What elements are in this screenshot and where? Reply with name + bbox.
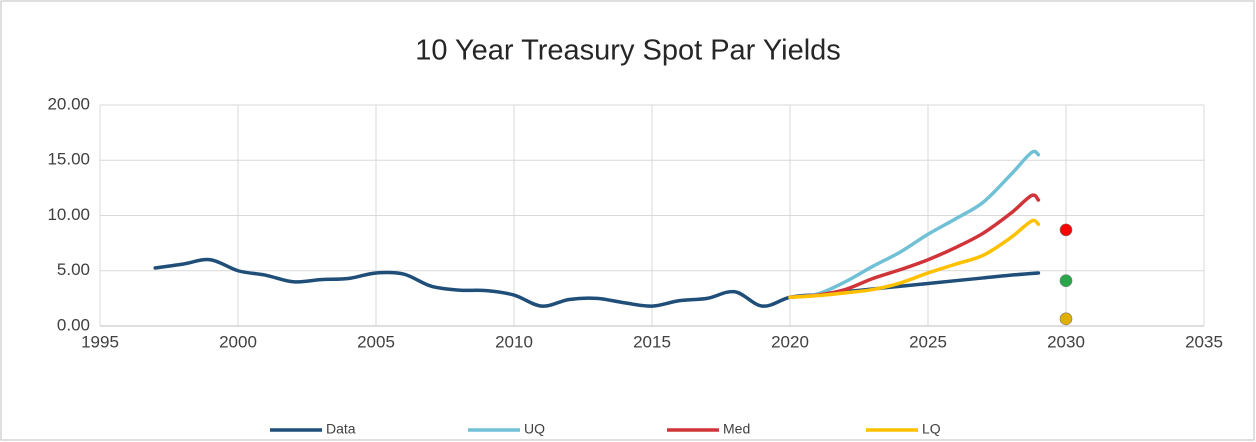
chart-title: 10 Year Treasury Spot Par Yields [415, 35, 841, 67]
x-tick-label: 2025 [909, 332, 947, 351]
series-line [788, 218, 1041, 300]
legend-label: Med [723, 421, 750, 437]
x-tick-label: 1995 [81, 332, 119, 351]
y-tick-label: 10.00 [47, 205, 90, 224]
x-tick-label: 2020 [771, 332, 809, 351]
y-tick-label: 15.00 [47, 150, 90, 169]
series-line [788, 149, 1041, 300]
x-tick-label: 2035 [1185, 332, 1223, 351]
x-tick-label: 2030 [1047, 332, 1085, 351]
x-tick-label: 2000 [219, 332, 257, 351]
y-tick-label: 20.00 [47, 94, 90, 113]
x-tick-label: 2005 [357, 332, 395, 351]
data-point [1059, 274, 1073, 287]
legend-label: Data [326, 421, 356, 437]
x-tick-label: 2010 [495, 332, 533, 351]
data-point [1059, 312, 1073, 326]
series-line [153, 257, 1041, 308]
y-tick-label: 5.00 [57, 260, 90, 279]
series-line [788, 193, 1041, 300]
legend-label: UQ [524, 421, 545, 437]
data-point [1059, 223, 1073, 237]
x-tick-label: 2015 [633, 332, 671, 351]
legend-label: LQ [922, 421, 941, 437]
y-tick-label: 0.00 [57, 315, 90, 334]
